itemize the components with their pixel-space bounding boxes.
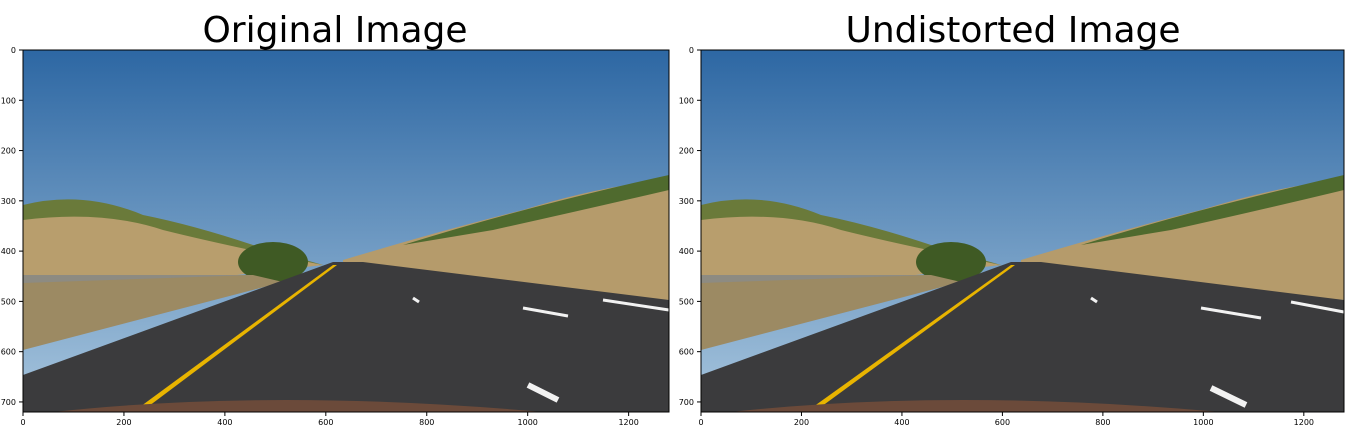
panel-title: Original Image bbox=[202, 10, 468, 51]
y-tick-label: 200 bbox=[1, 147, 16, 156]
y-tick-label: 700 bbox=[679, 398, 694, 407]
undistorted-image-panel: Undistorted Image bbox=[678, 0, 1348, 433]
x-tick-label: 200 bbox=[116, 418, 131, 427]
x-tick-label: 1000 bbox=[518, 418, 538, 427]
x-tick-label: 0 bbox=[20, 418, 25, 427]
x-tick-label: 1200 bbox=[1294, 418, 1314, 427]
panel-title: Undistorted Image bbox=[845, 10, 1181, 51]
y-tick-label: 500 bbox=[679, 297, 694, 306]
y-tick-label: 0 bbox=[11, 46, 16, 55]
x-tick-label: 800 bbox=[1095, 418, 1110, 427]
x-tick-label: 400 bbox=[217, 418, 232, 427]
y-tick-label: 200 bbox=[679, 147, 694, 156]
y-tick-label: 0 bbox=[689, 46, 694, 55]
y-tick-label: 100 bbox=[1, 96, 16, 105]
y-tick-label: 700 bbox=[1, 398, 16, 407]
y-axis: 0 100 200 300 400 500 600 700 bbox=[1, 46, 23, 407]
x-tick-label: 600 bbox=[318, 418, 333, 427]
y-tick-label: 500 bbox=[1, 297, 16, 306]
original-image-panel: Original Image bbox=[1, 10, 670, 427]
original-image-plot: 0 200 400 600 800 1000 1200 0 100 200 30… bbox=[1, 46, 670, 427]
x-tick-label: 800 bbox=[419, 418, 434, 427]
road-image bbox=[701, 50, 1345, 412]
x-tick-label: 0 bbox=[698, 418, 703, 427]
y-tick-label: 300 bbox=[679, 197, 694, 206]
y-tick-label: 600 bbox=[1, 348, 16, 357]
x-tick-label: 1200 bbox=[618, 418, 638, 427]
x-axis: 0 200 400 600 800 1000 1200 bbox=[20, 412, 639, 427]
x-tick-label: 400 bbox=[894, 418, 909, 427]
y-tick-label: 300 bbox=[1, 197, 16, 206]
x-tick-label: 600 bbox=[995, 418, 1010, 427]
y-tick-label: 100 bbox=[679, 96, 694, 105]
road-image bbox=[23, 50, 670, 412]
y-tick-label: 400 bbox=[1, 247, 16, 256]
y-tick-label: 400 bbox=[679, 247, 694, 256]
x-tick-label: 200 bbox=[794, 418, 809, 427]
x-axis: 0 200 400 600 800 1000 1200 bbox=[698, 412, 1314, 427]
x-tick-label: 1000 bbox=[1193, 418, 1213, 427]
y-axis: 0 100 200 300 400 500 600 700 bbox=[679, 46, 701, 407]
y-tick-label: 600 bbox=[679, 348, 694, 357]
undistorted-image-plot: 0 200 400 600 800 1000 1200 0 100 200 30… bbox=[679, 46, 1345, 427]
